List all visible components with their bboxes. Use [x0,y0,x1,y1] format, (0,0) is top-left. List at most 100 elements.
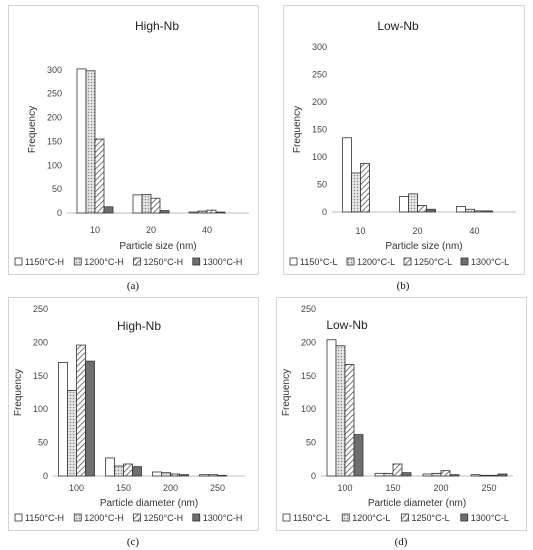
chart-panel-d: Low-Nb 0 50 100 150 200 250 Frequency 100 150 200 2… [276,297,527,531]
legend-swatch [401,513,409,522]
bar [426,208,436,213]
legend-label: 1200°C-H [84,513,124,523]
bar [470,474,481,477]
bar [58,362,68,477]
bar [114,465,124,477]
panel-label-b: (b) [396,280,410,292]
y-tick-label: 150 [33,371,48,381]
legend-label: 1150°C-L [300,257,337,267]
chart-title: Low-Nb [377,19,419,33]
legend-label: 1250°C-L [414,257,452,267]
bar [483,210,493,213]
legend-swatch [403,257,412,266]
y-tick-label: 100 [33,404,48,414]
chart-svg-d: Low-Nb 0 50 100 150 200 250 Frequency 100 150 200 2… [281,304,513,523]
y-tick-label: 0 [322,207,327,217]
legend-swatch [73,513,82,522]
y-tick-label: 250 [33,304,48,314]
chart-panel-c: High-Nb 0 50 100 150 200 250 Frequency 100 150 200… [8,297,259,531]
bar [103,206,114,214]
chart-panel-b: Low-Nb 0 50 100 150 200 250 300 Frequency 10 20 40 P… [283,5,525,275]
bar [152,471,162,477]
bar [326,339,337,477]
y-tick-label: 100 [47,160,62,170]
x-axis-label: Particle size (nm) [119,241,196,252]
y-tick-label: 100 [312,152,327,162]
chart-title: Low-Nb [326,318,368,332]
bar [374,472,385,477]
y-tick-label: 300 [47,65,62,75]
y-tick-label: 200 [33,337,48,347]
y-tick-label: 300 [312,42,327,52]
y-tick-label: 0 [57,208,62,218]
x-tick-label: 100 [69,483,84,493]
y-tick-label: 50 [38,438,48,448]
y-tick-label: 150 [312,125,327,135]
bar [497,473,508,477]
bar [159,210,170,214]
bar [197,210,208,214]
bar [132,194,143,214]
bar [392,463,403,477]
bar [141,193,152,214]
x-tick-label: 250 [481,483,496,493]
legend-swatch [14,513,23,522]
y-axis-label: Frequency [281,369,292,416]
legend-label: 1150°C-H [25,513,64,523]
y-axis-label: Frequency [292,106,303,153]
bar [440,470,451,477]
legend-label: 1300°C-H [203,513,243,523]
legend-label: 1200°C-H [84,257,124,267]
x-tick-label: 20 [412,226,422,236]
legend-swatch [133,513,141,522]
y-tick-label: 50 [52,184,62,194]
legend-label: 1300°C-H [203,257,243,267]
bar [150,197,161,214]
bar [383,472,394,477]
bar [105,457,115,477]
y-tick-label: 150 [47,136,62,146]
bar [401,472,412,477]
y-tick-label: 250 [47,89,62,99]
bar [360,163,370,213]
y-axis-label: Frequency [13,369,24,416]
x-tick-label: 250 [210,483,225,493]
legend-label: 1250°C-L [412,513,450,523]
x-axis-label: Particle diameter (nm) [100,498,198,509]
chart-svg-c: High-Nb 0 50 100 150 200 250 Frequency 100 150 200… [13,304,245,523]
x-axis-label: Particle size (nm) [385,241,462,252]
bar [417,204,427,213]
bar [431,472,442,477]
legend-swatch [346,257,355,266]
legend-swatch [282,513,291,522]
legend-label: 1150°C-L [293,513,330,523]
x-tick-label: 10 [355,226,365,236]
x-tick-label: 40 [202,225,212,235]
bar [170,473,180,477]
x-tick-label: 20 [146,225,156,235]
legend-label: 1200°C-L [357,257,395,267]
bar [399,196,409,213]
bar [342,137,352,213]
legend-label: 1300°C-L [471,257,509,267]
legend-swatch [460,257,469,266]
bar [132,466,142,477]
bar [217,474,227,477]
legend-swatch [289,257,298,266]
y-tick-label: 50 [317,180,327,190]
y-tick-label: 50 [306,438,316,448]
legend-label: 1300°C-L [471,513,509,523]
bar [335,345,346,477]
bar [199,474,209,477]
panel-label-c: (c) [126,536,140,548]
y-tick-label: 0 [43,471,48,481]
y-tick-label: 200 [312,97,327,107]
chart-panel-a: High-Nb 0 50 100 150 200 250 300 Frequency 10 20 40… [8,5,259,275]
bar [94,138,105,214]
bar [215,211,226,214]
y-axis-label: Frequency [27,106,38,153]
bar [422,473,433,477]
legend-label: 1200°C-L [352,513,390,523]
x-tick-label: 200 [433,483,448,493]
bar [85,70,96,214]
